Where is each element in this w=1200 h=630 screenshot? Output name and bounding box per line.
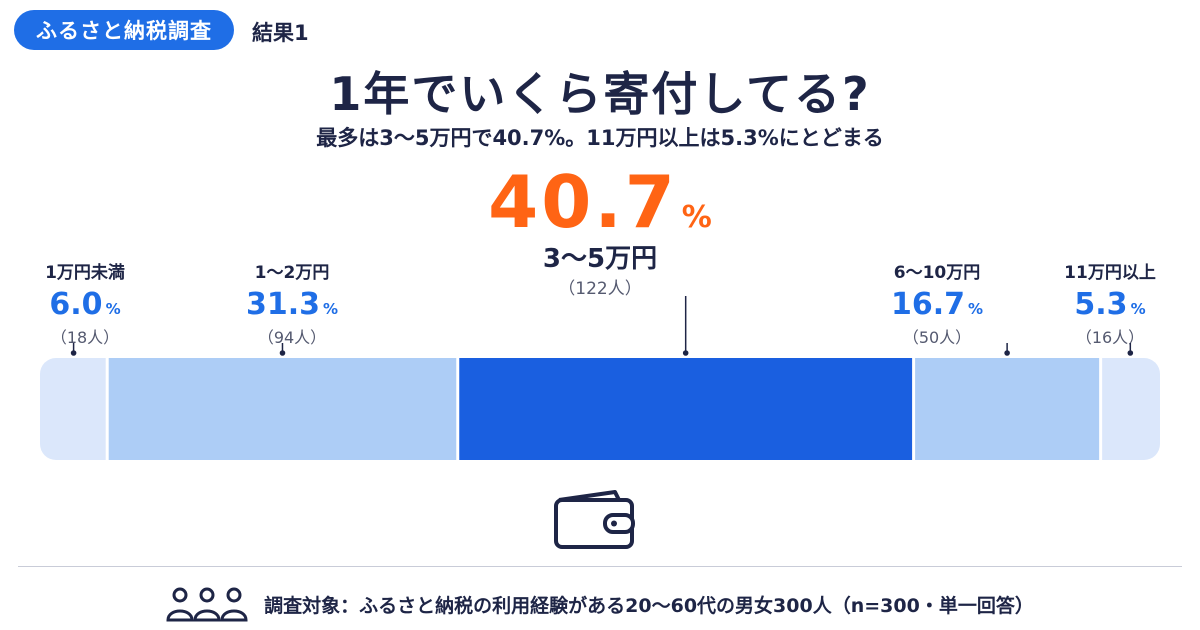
marker-dot-1-2man — [279, 350, 286, 356]
label-count: （18人） — [50, 328, 120, 347]
label-category: 1～2万円 — [254, 263, 330, 283]
label-category: 6～10万円 — [893, 263, 981, 283]
bar-segment-under-1man — [40, 358, 108, 460]
label-category: 11万円以上 — [1064, 263, 1156, 283]
highlight-pct-unit: % — [681, 200, 712, 235]
marker-dot-under-1man — [70, 350, 77, 356]
footer: 調査対象：ふるさと納税の利用経験がある20～60代の男女300人（n=300・単… — [0, 586, 1200, 622]
label-category: 1万円未満 — [45, 263, 125, 283]
label-count: （94人） — [257, 328, 327, 347]
label-11man-over: 11万円以上 5.3% （16人） — [1025, 258, 1195, 348]
label-percentage: 6.0% — [49, 287, 121, 322]
people-icon — [166, 587, 248, 622]
label-1-2man: 1～2万円 31.3% （94人） — [207, 258, 377, 348]
label-count: （16人） — [1075, 328, 1145, 347]
highlight-count: （122人） — [558, 279, 642, 299]
page-subtitle: 最多は3～5万円で40.7%。11万円以上は5.3%にとどまる — [316, 126, 884, 150]
bar-segments — [40, 358, 1160, 460]
marker-dot-6-10man — [1004, 350, 1010, 356]
bar-segment-1-2man — [107, 358, 458, 460]
marker-dot-11man-over — [1127, 350, 1134, 356]
survey-note: 調査対象：ふるさと納税の利用経験がある20～60代の男女300人（n=300・単… — [264, 594, 1034, 617]
result-label: 結果1 — [252, 21, 309, 45]
highlight-pct-value: 40.7 — [488, 160, 678, 244]
bar-segment-6-10man — [913, 358, 1101, 460]
footer-divider — [18, 566, 1182, 567]
bar-segment-11man-over — [1100, 358, 1160, 460]
wallet-icon — [554, 490, 635, 549]
highlight-category: 3～5万円 — [542, 244, 658, 274]
bar-markers — [70, 296, 1134, 356]
marker-dot-3-5man — [682, 350, 689, 356]
label-percentage: 31.3% — [245, 287, 339, 322]
label-count: （50人） — [902, 328, 972, 347]
label-under-1man: 1万円未満 6.0% （18人） — [0, 258, 170, 348]
label-percentage: 5.3% — [1074, 287, 1146, 322]
highlight-percentage: 40.7% — [420, 160, 780, 244]
label-percentage: 16.7% — [890, 287, 984, 322]
label-6-10man: 6～10万円 16.7% （50人） — [852, 258, 1022, 348]
survey-badge: ふるさと納税調査 — [14, 10, 234, 50]
bar-segment-3-5man — [457, 358, 914, 460]
page-title: 1年でいくら寄付してる? — [329, 67, 871, 121]
